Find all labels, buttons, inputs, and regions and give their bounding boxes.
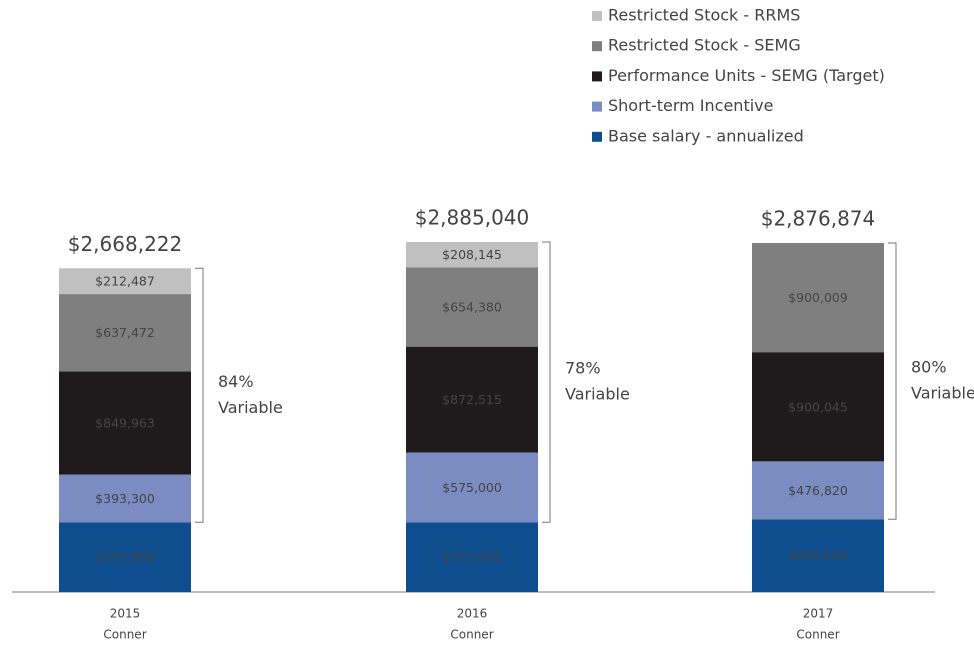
bar-segment — [406, 267, 538, 347]
x-tick-sublabel: Conner — [103, 628, 146, 642]
bar-segment — [752, 352, 884, 462]
legend-label: Restricted Stock - SEMG — [608, 36, 801, 55]
legend-label: Base salary - annualized — [608, 126, 804, 145]
value-label: $212,487 — [95, 274, 155, 289]
bar-segment — [59, 522, 191, 592]
variable-percent: 84% — [218, 372, 254, 391]
bar-segment — [406, 522, 538, 592]
bar-segment — [59, 371, 191, 475]
x-tick-label: 2017 — [803, 607, 834, 621]
value-label: $849,963 — [95, 415, 155, 430]
legend-swatch — [592, 41, 602, 52]
value-label: $637,472 — [95, 325, 155, 340]
bar-segment — [406, 346, 538, 453]
bar-segment — [59, 474, 191, 523]
bar-segment — [752, 461, 884, 520]
total-label: $2,668,222 — [68, 232, 183, 256]
x-tick-label: 2016 — [457, 607, 488, 621]
x-tick-label: 2015 — [110, 607, 141, 621]
bar-segment — [406, 242, 538, 268]
variable-label: Variable — [565, 385, 630, 404]
x-tick-sublabel: Conner — [450, 628, 493, 642]
variable-bracket — [542, 241, 551, 523]
value-label: $393,300 — [95, 491, 155, 506]
legend-swatch — [592, 71, 602, 82]
value-label: $872,515 — [442, 392, 502, 407]
value-label: $654,380 — [442, 299, 502, 314]
variable-label: Variable — [911, 384, 974, 403]
variable-bracket — [888, 242, 897, 520]
variable-percent: 78% — [565, 359, 601, 378]
total-label: $2,885,040 — [415, 206, 530, 230]
legend-swatch — [592, 11, 602, 21]
value-label: $600,000 — [788, 548, 848, 563]
variable-bracket — [195, 267, 204, 523]
bar-segment — [59, 268, 191, 295]
bar-segment — [406, 452, 538, 523]
variable-percent: 80% — [911, 358, 947, 377]
value-label: $208,145 — [442, 247, 502, 262]
bar-segment — [752, 519, 884, 592]
legend-label: Restricted Stock - RRMS — [608, 6, 800, 25]
value-label: $900,009 — [788, 290, 848, 305]
value-label: $575,000 — [95, 550, 155, 565]
x-tick-sublabel: Conner — [796, 628, 839, 642]
bar-segment — [752, 242, 884, 353]
legend-label: Short-term Incentive — [608, 96, 773, 115]
variable-label: Variable — [218, 398, 283, 417]
legend-swatch — [592, 101, 602, 112]
legend-swatch — [592, 131, 602, 142]
value-label: $900,045 — [788, 399, 848, 414]
value-label: $575,000 — [442, 480, 502, 495]
total-label: $2,876,874 — [761, 206, 876, 230]
value-label: $476,820 — [788, 483, 848, 498]
bar-segment — [59, 294, 191, 372]
legend-label: Performance Units - SEMG (Target) — [608, 66, 885, 85]
value-label: $575,000 — [442, 550, 502, 565]
